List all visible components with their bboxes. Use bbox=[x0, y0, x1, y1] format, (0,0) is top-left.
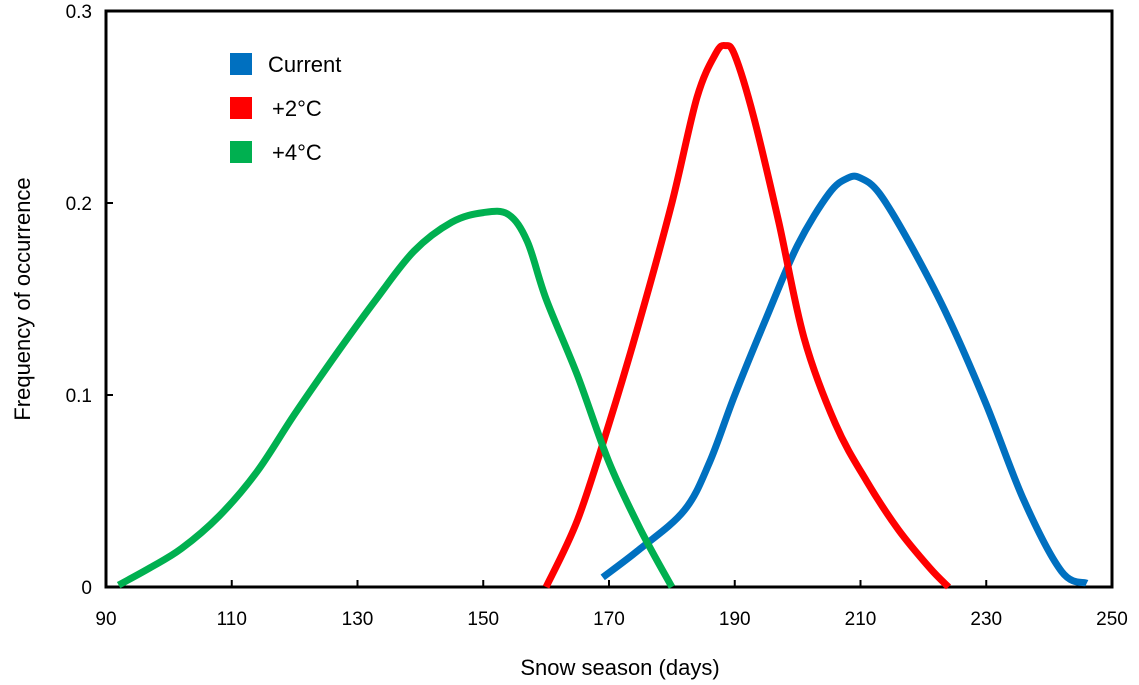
legend-label-current: Current bbox=[268, 52, 341, 77]
x-tick-label: 170 bbox=[593, 609, 625, 630]
x-tick-label: 90 bbox=[95, 609, 116, 630]
series-line-current bbox=[600, 172, 1089, 587]
legend-label-plus4: +4°C bbox=[272, 140, 322, 165]
y-tick-label: 0 bbox=[81, 578, 92, 599]
series-line-plus2 bbox=[542, 41, 952, 590]
x-tick-label: 210 bbox=[845, 609, 877, 630]
y-axis-title: Frequency of occurrence bbox=[10, 177, 35, 420]
x-tick-label: 250 bbox=[1096, 609, 1128, 630]
x-tick-label: 150 bbox=[467, 609, 499, 630]
legend-swatch-plus4 bbox=[230, 141, 252, 163]
x-tick-label: 110 bbox=[217, 609, 247, 630]
tick-layer: 90 110 130 150 170 190 210 230 250 0 0.1 0.2 0.3 bbox=[66, 2, 1128, 630]
x-tick-label: 190 bbox=[719, 609, 751, 630]
y-tick-label: 0.2 bbox=[66, 194, 92, 215]
plot-frame bbox=[104, 9, 1114, 589]
y-tick-label: 0.3 bbox=[66, 2, 92, 23]
series-line-plus4 bbox=[116, 207, 675, 589]
x-tick-label: 230 bbox=[970, 609, 1002, 630]
x-tick-label: 130 bbox=[342, 609, 374, 630]
x-axis-title: Snow season (days) bbox=[520, 655, 719, 680]
legend: Current +2°C +4°C bbox=[230, 52, 341, 165]
legend-swatch-current bbox=[230, 53, 252, 75]
legend-label-plus2: +2°C bbox=[272, 96, 322, 121]
y-tick-label: 0.1 bbox=[66, 386, 92, 407]
legend-swatch-plus2 bbox=[230, 97, 252, 119]
series-layer bbox=[116, 41, 1089, 590]
